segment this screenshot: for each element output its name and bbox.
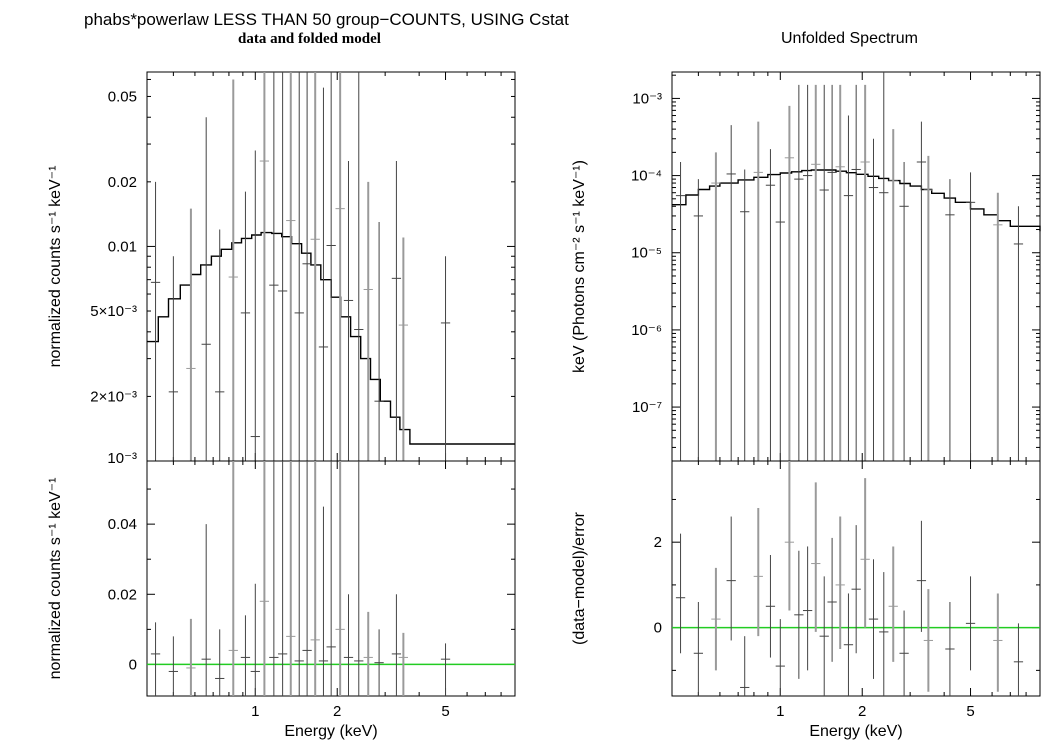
- y-axis-label: normalized counts s⁻¹ keV⁻¹: [47, 166, 64, 368]
- y-tick-label: 0: [654, 620, 662, 637]
- y-tick-label: 10⁻⁶: [631, 322, 662, 339]
- y-tick-label: 0.05: [108, 88, 137, 105]
- y-tick-label: 0.02: [108, 174, 137, 191]
- x-tick-label: 5: [441, 703, 449, 720]
- y-tick-label: 0.01: [108, 238, 137, 255]
- panel-bottom-right: [671, 460, 1041, 697]
- y-tick-label: 5×10⁻³: [90, 303, 137, 320]
- chart-title: phabs*powerlaw LESS THAN 50 group−COUNTS…: [84, 10, 569, 29]
- y-tick-label: 10⁻⁵: [631, 245, 662, 262]
- y-tick-label: 0.04: [108, 516, 137, 533]
- panel-top-right: [671, 71, 1041, 462]
- y-tick-label: 10⁻³: [632, 90, 662, 107]
- y-tick-label: 2×10⁻³: [90, 388, 137, 405]
- y-tick-label: 10⁻³: [107, 450, 137, 467]
- y-tick-label: 10⁻⁷: [632, 399, 662, 416]
- chart-subtitle: data and folded model: [238, 31, 381, 47]
- bottom-right-frame: [671, 460, 1041, 697]
- x-tick-label: 1: [776, 703, 784, 720]
- y-tick-label: 0: [129, 656, 137, 673]
- y-tick-label: 10⁻⁴: [631, 168, 662, 185]
- x-tick-label: 2: [333, 703, 341, 720]
- y-tick-label: 2: [654, 534, 662, 551]
- y-axis-label: (data−model)/error: [571, 511, 588, 645]
- x-axis-label: Energy (keV): [284, 723, 377, 740]
- y-axis-label: keV (Photons cm⁻² s⁻¹ keV⁻¹): [571, 160, 588, 373]
- x-tick-label: 1: [251, 703, 259, 720]
- x-axis-label: Energy (keV): [809, 723, 902, 740]
- panel-bottom-left: [146, 460, 516, 697]
- y-axis-label: normalized counts s⁻¹ keV⁻¹: [47, 478, 64, 680]
- x-tick-label: 5: [966, 703, 974, 720]
- y-tick-label: 0.02: [108, 586, 137, 603]
- panel-top-left: [146, 71, 516, 462]
- unfolded-spectrum-title: Unfolded Spectrum: [781, 30, 918, 47]
- x-tick-label: 2: [858, 703, 866, 720]
